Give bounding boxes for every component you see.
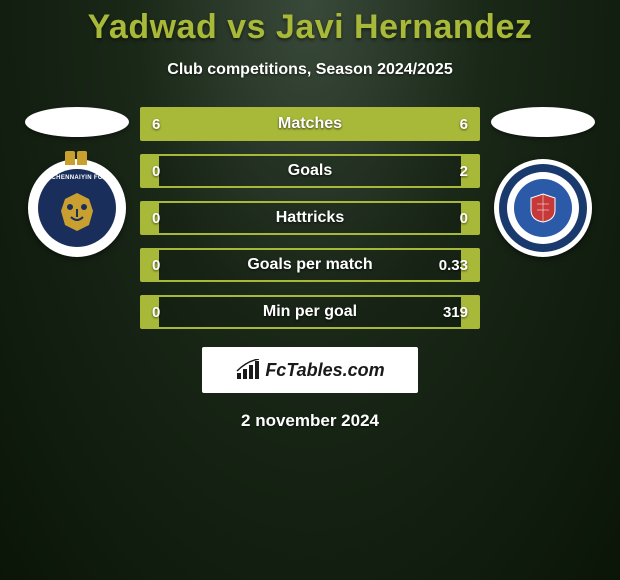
subtitle: Club competitions, Season 2024/2025 [0, 61, 620, 79]
stat-bar: 00Hattricks [140, 201, 480, 235]
brand-label: FcTables.com [265, 360, 384, 381]
stat-label: Goals [142, 162, 478, 180]
lion-face-icon [55, 189, 99, 233]
trophy-icon [77, 151, 87, 165]
comparison-date: 2 november 2024 [0, 411, 620, 431]
right-player-column [488, 107, 598, 257]
stat-bar: 0319Min per goal [140, 295, 480, 329]
stat-label: Min per goal [142, 303, 478, 321]
player-photo-placeholder-left [25, 107, 129, 137]
stat-label: Goals per match [142, 256, 478, 274]
stat-bar: 66Matches [140, 107, 480, 141]
trophy-icons [65, 151, 89, 165]
crest-inner: CHENNAIYIN FC [38, 169, 116, 247]
crest-outer-ring [499, 164, 587, 252]
crest-inner [514, 179, 572, 237]
stat-bar: 02Goals [140, 154, 480, 188]
left-player-column: CHENNAIYIN FC [22, 107, 132, 257]
trophy-icon [65, 151, 75, 165]
stat-bar: 00.33Goals per match [140, 248, 480, 282]
comparison-row: CHENNAIYIN FC 66Matches 02Goals 00Hattrick… [0, 107, 620, 329]
brand-attribution[interactable]: FcTables.com [202, 347, 418, 393]
stat-label: Hattricks [142, 209, 478, 227]
crest-team-name: CHENNAIYIN FC [52, 175, 103, 181]
left-team-crest: CHENNAIYIN FC [28, 159, 126, 257]
crest-mid-ring [507, 172, 579, 244]
shield-icon [529, 192, 557, 224]
player-photo-placeholder-right [491, 107, 595, 137]
stats-column: 66Matches 02Goals 00Hattricks 00.33Goals pe… [140, 107, 480, 329]
right-team-crest [494, 159, 592, 257]
page-title: Yadwad vs Javi Hernandez [0, 0, 620, 47]
bar-chart-icon [235, 359, 261, 381]
stat-label: Matches [142, 115, 478, 133]
